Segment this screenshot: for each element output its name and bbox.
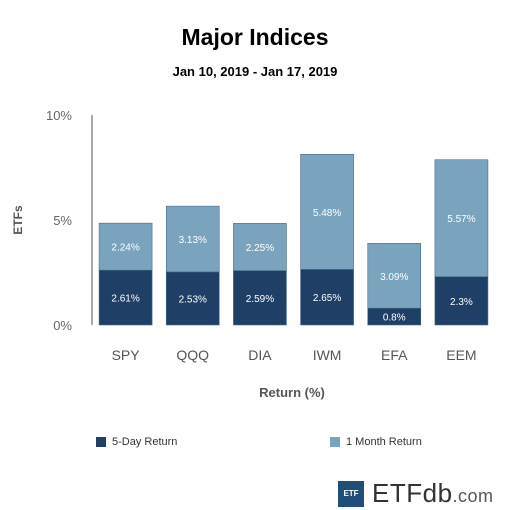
y-axis-title: ETFs (11, 205, 25, 235)
bar-5day-qqq (165, 271, 220, 326)
bar-data-label: 2.25% (246, 243, 274, 254)
etf-badge-icon: ETF (338, 480, 364, 507)
legend-item-1month[interactable]: 1 Month Return (330, 436, 422, 448)
x-tick-label: EFA (381, 347, 408, 363)
bar-data-label: 2.59% (246, 294, 274, 305)
legend-label-1month: 1 Month Return (346, 436, 422, 448)
bar-data-label: 0.8% (383, 313, 406, 324)
x-tick-label: QQQ (176, 347, 209, 363)
bar-data-label: 2.24% (111, 243, 139, 254)
logo-text: ETFdb.com (372, 478, 494, 508)
bar-data-label: 5.48% (313, 208, 341, 219)
legend-item-5day[interactable]: 5-Day Return (96, 436, 177, 448)
bar-1month-iwm (300, 153, 354, 270)
bar-1month-spy (98, 222, 153, 271)
bar-data-label: 2.61% (111, 294, 139, 305)
chart-subtitle: Jan 10, 2019 - Jan 17, 2019 (172, 64, 338, 79)
y-tick-label: 10% (46, 108, 72, 123)
y-tick-label: 0% (53, 318, 72, 333)
bar-data-label: 2.65% (313, 293, 341, 304)
bar-data-label: 3.13% (179, 235, 207, 246)
legend-swatch-5day (96, 437, 106, 447)
legend-swatch-1month (330, 437, 340, 447)
bar-1month-dia (233, 223, 287, 271)
x-tick-label: EEM (446, 347, 476, 363)
bar-1month-efa (367, 243, 422, 309)
bar-1month-qqq (165, 205, 220, 273)
bar-5day-eem (434, 276, 489, 326)
bar-1month-eem (434, 159, 489, 277)
x-tick-label: DIA (248, 347, 272, 363)
legend-label-5day: 5-Day Return (112, 436, 178, 448)
bar-data-label: 5.57% (447, 214, 475, 225)
x-tick-label: IWM (313, 347, 342, 363)
bar-5day-iwm (300, 269, 354, 326)
bar-data-label: 3.09% (380, 272, 408, 283)
bar-data-label: 2.3% (450, 297, 473, 308)
x-axis-title: Return (%) (259, 385, 325, 400)
y-tick-label: 5% (53, 213, 72, 228)
bar-data-label: 2.53% (179, 294, 207, 305)
etfdb-logo[interactable]: ETF ETFdb.com (338, 478, 494, 509)
bar-5day-spy (98, 269, 153, 326)
x-tick-label: SPY (112, 347, 141, 363)
chart-title: Major Indices (181, 24, 329, 50)
bar-5day-dia (233, 270, 287, 326)
